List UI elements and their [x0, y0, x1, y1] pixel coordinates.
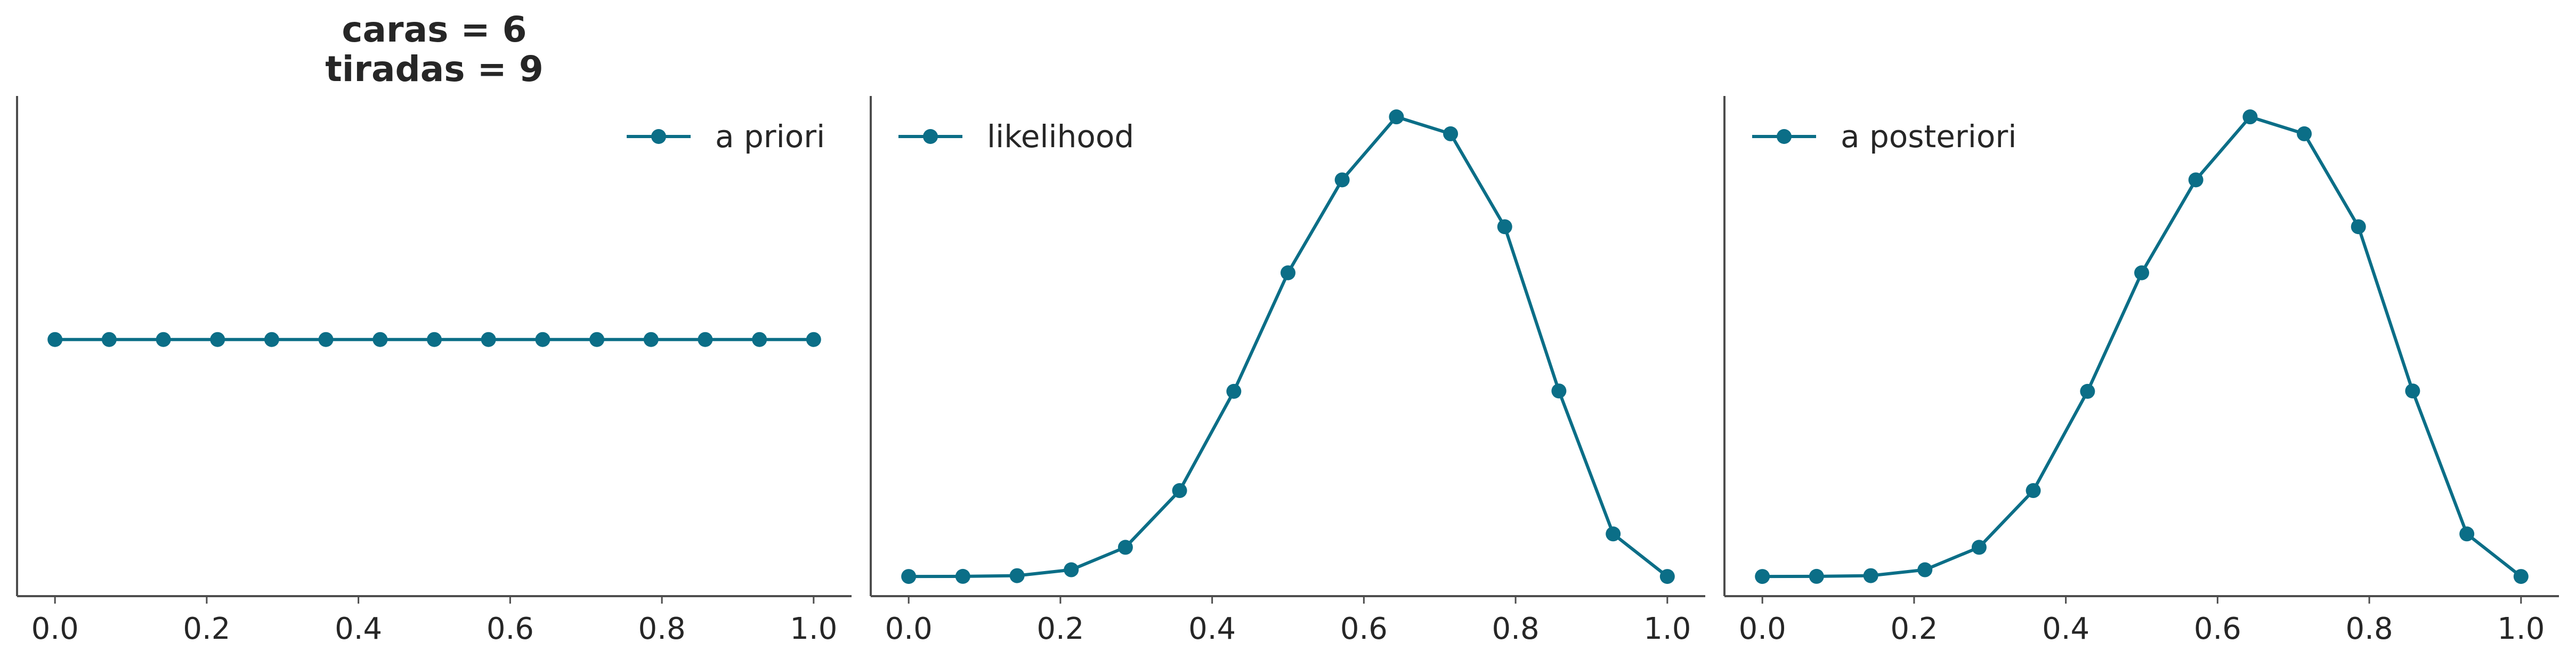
data-point	[955, 568, 970, 584]
x-tick-label: 1.0	[790, 612, 837, 646]
x-tick-label: 0.8	[2346, 612, 2393, 646]
series-line	[1762, 115, 2522, 579]
data-point	[2188, 172, 2204, 188]
data-point	[1064, 562, 1079, 577]
data-point	[372, 332, 388, 347]
data-point	[2513, 569, 2529, 584]
legend-label: a posteriori	[1841, 118, 2016, 155]
x-tick-label: 0.6	[1340, 612, 1388, 646]
data-point	[1863, 568, 1878, 583]
data-point	[2080, 383, 2095, 399]
data-point	[752, 332, 767, 347]
legend-marker	[1777, 129, 1792, 144]
x-tick-label: 0.2	[183, 612, 230, 646]
chart-panel-2: 0.0 0.2 0.4 0.6 0.8 1.0 likelihood	[870, 96, 1705, 646]
data-point	[1226, 383, 1242, 399]
data-point	[1606, 526, 1621, 542]
x-tick-label: 0.0	[1739, 612, 1786, 646]
data-point	[1443, 126, 1459, 141]
x-tick-label: 0.8	[638, 612, 686, 646]
data-point	[1172, 483, 1187, 499]
x-tick-label: 0.2	[1890, 612, 1938, 646]
data-point	[1389, 109, 1404, 125]
data-point	[589, 332, 605, 347]
x-tick-label: 0.6	[487, 612, 534, 646]
data-point	[1755, 569, 1770, 584]
data-point	[1497, 219, 1512, 235]
data-point	[1809, 568, 1824, 584]
data-point	[1551, 383, 1567, 399]
x-tick-label: 0.8	[1492, 612, 1540, 646]
x-tick-label: 0.4	[1188, 612, 1236, 646]
x-tick-label: 0.0	[31, 612, 79, 646]
figure-title-line2: tiradas = 9	[325, 49, 544, 90]
series-line	[909, 115, 1668, 579]
x-tick-label: 0.0	[885, 612, 933, 646]
legend-marker	[923, 129, 938, 144]
data-point	[1281, 265, 1295, 280]
x-tick-label: 0.2	[1036, 612, 1084, 646]
data-point	[1659, 569, 1675, 584]
x-tick-label: 1.0	[2497, 612, 2545, 646]
data-point	[2405, 383, 2420, 399]
data-point	[2242, 109, 2258, 125]
chart-panel-1: 0.0 0.2 0.4 0.6 0.8 1.0 a priori	[16, 96, 852, 646]
data-point	[1917, 562, 1933, 577]
legend-label: a priori	[715, 118, 825, 155]
data-point	[2297, 126, 2312, 141]
chart-panel-3: 0.0 0.2 0.4 0.6 0.8 1.0 a posteriori	[1723, 96, 2559, 646]
data-point	[2134, 265, 2149, 280]
x-tick-label: 0.6	[2194, 612, 2241, 646]
x-tick-label: 1.0	[1643, 612, 1691, 646]
figure-title-line1: caras = 6	[342, 9, 526, 50]
data-point	[901, 569, 917, 584]
data-point	[318, 332, 334, 347]
data-point	[535, 332, 550, 347]
x-tick-label: 0.4	[2042, 612, 2089, 646]
data-point	[264, 332, 279, 347]
x-tick-label: 0.4	[335, 612, 382, 646]
data-point	[806, 332, 821, 347]
data-point	[47, 332, 63, 347]
data-point	[1117, 540, 1133, 555]
data-point	[210, 332, 225, 347]
data-point	[643, 332, 659, 347]
data-point	[427, 332, 442, 347]
legend-marker	[651, 129, 666, 144]
data-point	[1334, 172, 1350, 188]
legend-label: likelihood	[987, 118, 1134, 155]
data-point	[698, 332, 713, 347]
data-point	[481, 332, 496, 347]
data-point	[2351, 219, 2366, 235]
data-point	[2026, 483, 2041, 499]
data-point	[2459, 526, 2475, 542]
data-point	[1971, 540, 1987, 555]
data-point	[1009, 568, 1025, 583]
data-point	[156, 332, 171, 347]
data-point	[101, 332, 117, 347]
